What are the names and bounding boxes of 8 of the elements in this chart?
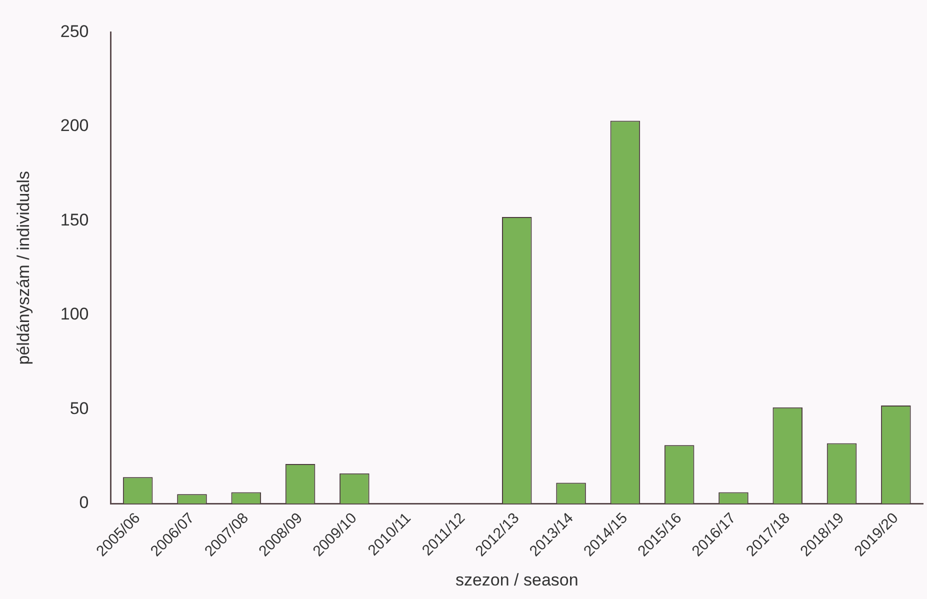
y-tick-label: 0 (79, 493, 89, 512)
y-tick-label: 250 (60, 22, 89, 41)
x-axis-title: szezon / season (455, 570, 578, 590)
y-tick-label: 50 (70, 398, 89, 418)
y-tick-label: 200 (60, 116, 89, 136)
y-axis-title: példányszám / individuals (14, 171, 33, 365)
y-tick-label: 150 (60, 210, 89, 230)
y-tick-label: 100 (60, 304, 89, 324)
